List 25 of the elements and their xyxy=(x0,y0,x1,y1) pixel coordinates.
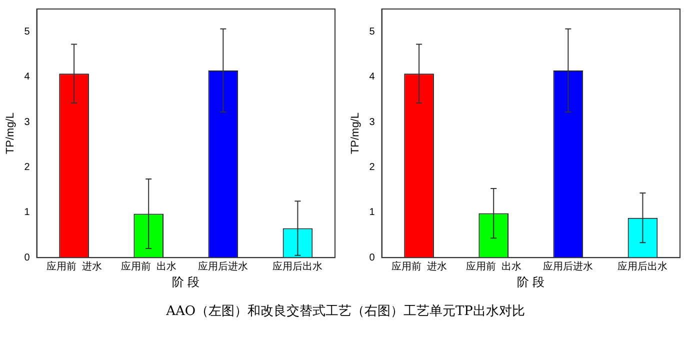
y-tick-label: 3 xyxy=(24,116,30,128)
y-axis-title: TP/mg/L xyxy=(4,112,17,154)
y-tick-label: 0 xyxy=(24,252,30,264)
x-tick-label: 应用后出水 xyxy=(618,260,668,272)
x-tick-label: 应用前 进水 xyxy=(391,260,447,272)
y-tick-label: 5 xyxy=(369,26,376,38)
x-axis-title: 阶 段 xyxy=(517,275,545,290)
y-tick-label: 2 xyxy=(369,162,376,173)
y-tick-label: 4 xyxy=(24,72,30,83)
y-tick-label: 1 xyxy=(24,207,30,218)
text: AAO（左图）和改良交替式工艺（右图）工艺单元TP出水对比 xyxy=(165,303,526,320)
x-tick-label: 应用前 出水 xyxy=(120,260,176,272)
x-axis-title: 阶 段 xyxy=(172,275,200,290)
x-tick-label: 应用前 进水 xyxy=(46,260,102,272)
x-tick-label: 应用前 出水 xyxy=(466,260,522,272)
y-axis-title: TP/mg/L xyxy=(350,112,362,154)
x-tick-label: 应用后出水 xyxy=(272,260,323,272)
y-tick-label: 2 xyxy=(24,162,30,173)
y-tick-label: 1 xyxy=(369,207,376,218)
y-tick-label: 0 xyxy=(369,252,376,264)
y-tick-label: 3 xyxy=(369,116,376,128)
y-tick-label: 5 xyxy=(24,26,30,38)
y-tick-label: 4 xyxy=(369,72,376,83)
x-tick-label: 应用后进水 xyxy=(198,260,248,272)
x-tick-label: 应用后进水 xyxy=(543,260,594,272)
